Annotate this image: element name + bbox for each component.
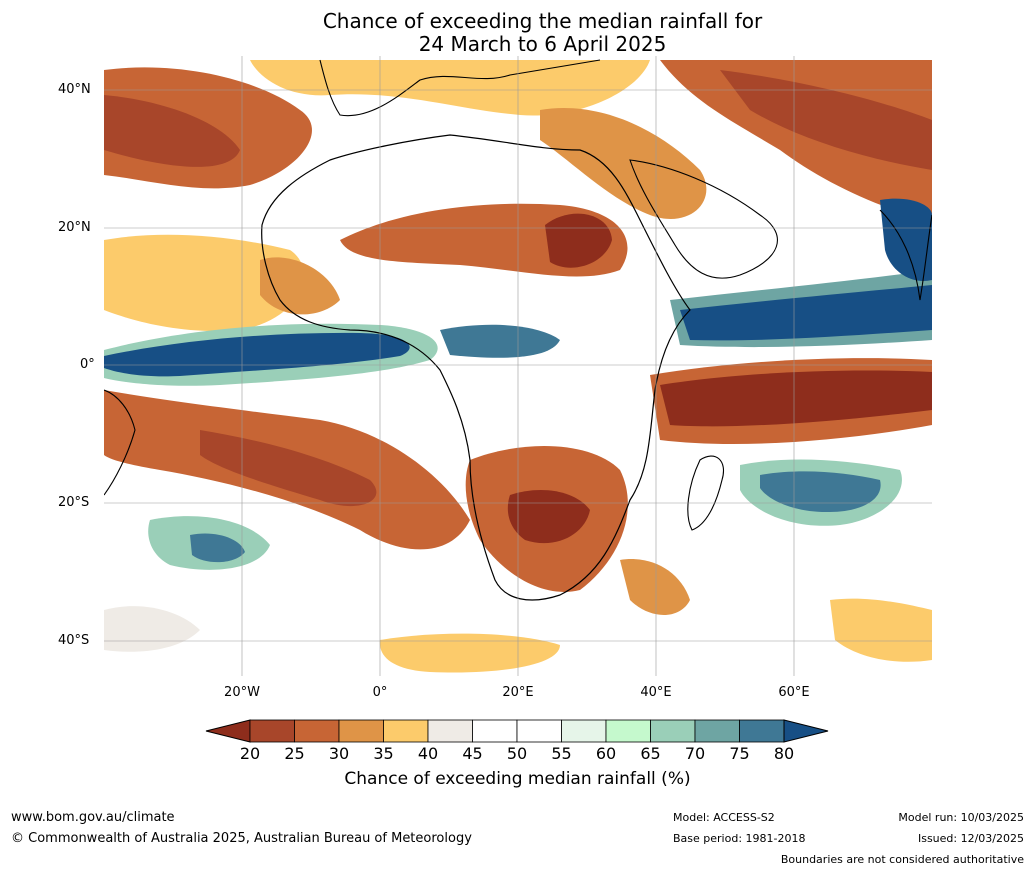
region-bay-of-bengal-wet: [880, 198, 932, 281]
region-south-indian-ocean-dry: [660, 370, 932, 427]
colorbar-tick: 70: [684, 744, 706, 763]
graticule: [104, 56, 932, 676]
lon-label-60e: 60°E: [778, 685, 810, 700]
madagascar-coastline: [687, 455, 724, 531]
colorbar-swatch-25-30: [294, 719, 340, 743]
region-west-atlantic-moderate: [104, 234, 304, 331]
colorbar-tick: 55: [551, 744, 572, 763]
footer-model: Model: ACCESS-S2: [673, 811, 775, 824]
lon-label-20e: 20°E: [502, 685, 534, 700]
footer-issued: Issued: 12/03/2025: [917, 832, 1024, 845]
region-equatorial-atlantic-wet: [104, 332, 410, 377]
colorbar-tick: 45: [462, 744, 483, 763]
region-iran-dry-core: [720, 70, 932, 170]
south-america-coastline: [104, 389, 136, 496]
colorbar-swatch-50-55: [516, 719, 562, 743]
colorbar-tick: 80: [773, 744, 795, 763]
region-congo-wet: [440, 324, 560, 358]
colorbar-swatch-55-60: [561, 719, 607, 743]
lon-label-0: 0°: [372, 685, 388, 700]
colorbar-tick: 40: [417, 744, 439, 763]
colorbar-high-extend: [783, 719, 829, 743]
europe-coastline: [319, 59, 601, 117]
region-southern-ocean-moderate: [379, 633, 560, 673]
colorbar-swatch-35-40: [383, 719, 429, 743]
region-south-atlantic-wet: [190, 533, 245, 563]
lat-label-20n: 20°N: [58, 220, 91, 235]
map-title: Chance of exceeding the median rainfall …: [0, 10, 1035, 56]
footer-copyright: © Commonwealth of Australia 2025, Austra…: [11, 831, 472, 846]
title-line-2: 24 March to 6 April 2025: [418, 32, 667, 56]
colorbar-swatch-40-45: [427, 719, 473, 743]
region-mediterranean: [250, 60, 650, 116]
colorbar-tick: 25: [284, 744, 305, 763]
colorbar-tick: 20: [239, 744, 261, 763]
region-southwest-neutral: [104, 606, 200, 652]
region-mascarene-wet: [760, 471, 881, 513]
lat-label-20s: 20°S: [58, 495, 90, 510]
region-agulhas-dry: [620, 559, 690, 615]
colorbar-swatch-75-80: [739, 719, 785, 743]
lon-label-40e: 40°E: [640, 685, 672, 700]
colorbar-tick: 65: [640, 744, 661, 763]
colorbar: [205, 719, 829, 743]
footer-boundaries-note: Boundaries are not considered authoritat…: [780, 853, 1024, 866]
colorbar-low-extend: [205, 719, 251, 743]
colorbar-swatch-70-75: [694, 719, 740, 743]
africa-coastline: [261, 134, 691, 601]
footer-url[interactable]: www.bom.gov.au/climate: [11, 810, 175, 825]
lat-label-equator: 0°: [80, 357, 95, 372]
footer-base-period: Base period: 1981-2018: [673, 832, 806, 845]
colorbar-tick: 75: [729, 744, 750, 763]
region-north-atlantic-dry-core: [104, 95, 240, 167]
colorbar-tick: 60: [595, 744, 617, 763]
colorbar-swatch-60-65: [605, 719, 651, 743]
colorbar-swatch-65-70: [650, 719, 696, 743]
region-southeast-moderate: [830, 598, 932, 662]
india-coastline: [879, 209, 932, 301]
region-indian-ocean-wet: [680, 285, 932, 341]
arabia-coastline: [629, 159, 778, 279]
colorbar-tick-labels: 20 25 30 35 40 45 50 55 60 65 70 75 80: [0, 744, 1035, 764]
colorbar-tick: 35: [373, 744, 394, 763]
lat-label-40s: 40°S: [58, 633, 90, 648]
colorbar-swatch-30-35: [338, 719, 384, 743]
region-sudan-dry-core: [545, 213, 612, 268]
region-south-atlantic-dry-core: [200, 430, 377, 507]
map-field: [104, 56, 932, 676]
lon-label-20w: 20°W: [224, 685, 260, 700]
region-arabia-dry: [540, 108, 707, 219]
colorbar-tick: 50: [506, 744, 528, 763]
title-line-1: Chance of exceeding the median rainfall …: [322, 9, 763, 33]
colorbar-tick: 30: [328, 744, 350, 763]
lat-label-40n: 40°N: [58, 82, 91, 97]
footer-model-run: Model run: 10/03/2025: [898, 811, 1024, 824]
colorbar-label: Chance of exceeding median rainfall (%): [344, 769, 691, 789]
colorbar-swatch-45-50: [472, 719, 518, 743]
colorbar-swatch-20-25: [249, 719, 295, 743]
